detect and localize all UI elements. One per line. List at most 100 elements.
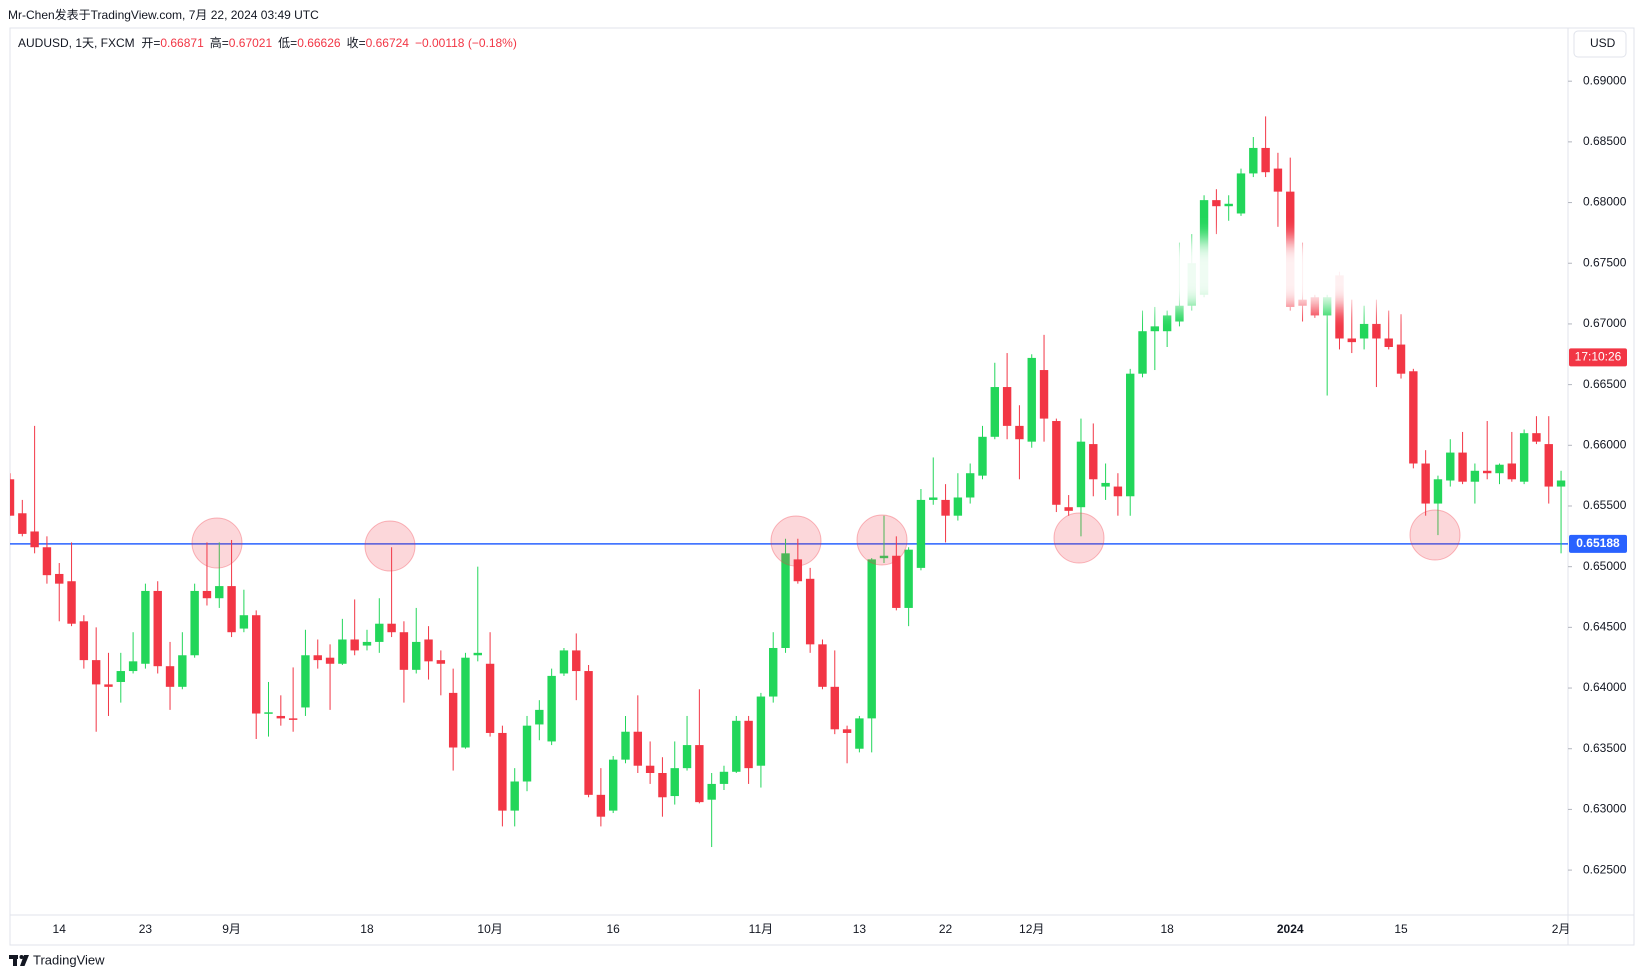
candle-body <box>1446 452 1455 481</box>
candle-body <box>1433 479 1443 504</box>
candle-body <box>1175 305 1184 322</box>
currency-box[interactable] <box>1573 30 1627 58</box>
hline-price-label: 0.65188 <box>1576 536 1620 550</box>
legend-val: −0.00118 (−0.18%) <box>414 36 517 50</box>
candle-body <box>1396 344 1406 374</box>
x-tick-label: 18 <box>1160 922 1174 936</box>
candles <box>10 116 1566 848</box>
x-tick-label: 11月 <box>749 922 773 936</box>
legend-val: 0.66724 <box>365 36 409 50</box>
candle-body <box>288 718 298 720</box>
candle-body <box>313 655 322 661</box>
candle-body <box>1384 338 1393 347</box>
ohlc-legend: 开=0.66871 高=0.67021 低=0.66626 收=0.66724 −0.0… <box>141 36 522 50</box>
y-tick-label: 0.65000 <box>1583 559 1627 573</box>
candle-body <box>165 666 175 687</box>
candle-body <box>1421 463 1430 504</box>
candle-body <box>781 553 790 648</box>
candle-body <box>128 661 138 672</box>
x-tick-label: 12月 <box>1019 922 1044 936</box>
candle-body <box>338 639 347 664</box>
candle-body <box>929 497 938 500</box>
candle-body <box>461 657 470 748</box>
x-tick-label: 22 <box>939 922 953 936</box>
candle-body <box>621 731 630 760</box>
x-tick-label: 18 <box>360 922 374 936</box>
candle-body <box>1224 203 1233 207</box>
candle-body <box>916 499 926 568</box>
countdown-box <box>1569 348 1627 367</box>
candle-body <box>485 663 495 733</box>
candle-body <box>215 586 224 599</box>
candle-body <box>892 555 901 608</box>
candle-body <box>424 639 433 662</box>
candle-body <box>239 615 249 629</box>
candle-body <box>1076 441 1086 508</box>
candle-body <box>1236 173 1246 214</box>
candle-body <box>264 712 273 714</box>
candle-body <box>276 715 286 719</box>
candle-body <box>965 473 975 498</box>
candle-body <box>842 729 852 733</box>
candle-body <box>1532 433 1541 442</box>
candle-body <box>1556 480 1566 487</box>
candle-body <box>1249 147 1258 174</box>
candle-body <box>1261 147 1270 173</box>
candle-body <box>732 720 741 772</box>
y-tick-label: 0.65500 <box>1583 498 1627 512</box>
plot-area <box>10 116 1568 848</box>
candle-body <box>793 559 803 582</box>
y-tick-label: 0.69000 <box>1583 73 1627 87</box>
candle-body <box>116 671 125 682</box>
candle-body <box>1089 444 1098 480</box>
attribution: Mr-Chen发表于TradingView.com, 7月 22, 2024 0… <box>8 8 319 22</box>
axes: 0.62500 0.63000 0.63500 0.64000 0.64500 0.650… <box>53 73 1627 936</box>
candle-body <box>769 647 778 697</box>
candle-body <box>227 586 236 633</box>
candle-body <box>1052 421 1061 505</box>
candle-body <box>990 387 999 437</box>
candle-body <box>375 623 384 642</box>
candle-body <box>1015 425 1024 440</box>
legend-key: 低= <box>278 36 298 50</box>
symbol: AUDUSD, 1天, FXCM <box>18 36 135 50</box>
candle-body <box>91 660 101 685</box>
y-tick-label: 0.68500 <box>1583 134 1627 148</box>
candle-body <box>978 436 987 476</box>
candle-body <box>1138 331 1147 374</box>
candle-body <box>325 657 335 664</box>
highlight-circle <box>191 517 243 569</box>
y-tick-label: 0.66000 <box>1583 437 1627 451</box>
x-tick-label: 9月 <box>222 922 241 936</box>
candle-body <box>1359 323 1369 339</box>
x-tick-label: 23 <box>139 922 153 936</box>
candle-body <box>596 794 606 817</box>
candle-body <box>1507 463 1517 480</box>
candle-body <box>584 671 593 795</box>
candle-body <box>904 549 913 608</box>
currency: USD <box>1590 36 1616 50</box>
candle-body <box>178 655 187 687</box>
candle-body <box>1347 338 1356 343</box>
frame <box>9 27 1635 946</box>
y-tick-label: 0.66500 <box>1583 377 1627 391</box>
x-tick-label: 14 <box>53 922 67 936</box>
candle-body <box>412 641 421 670</box>
candle-body <box>252 615 261 714</box>
y-tick-label: 0.63000 <box>1583 802 1627 816</box>
hline-price-box <box>1569 534 1627 553</box>
candle-body <box>805 578 815 645</box>
candle-body <box>1544 444 1553 487</box>
candle-body <box>399 632 409 670</box>
legend: AUDUSD, 1天, FXCM 开=0.66871 高=0.67021 低=0.6… <box>18 34 523 51</box>
candle-body <box>1519 433 1529 482</box>
candle-body <box>387 623 396 633</box>
footer-brand: TradingView <box>33 952 105 967</box>
candle-body <box>572 650 581 672</box>
candle-body <box>879 555 889 559</box>
candle-body <box>1495 464 1504 474</box>
candle-body <box>153 590 162 667</box>
legend-key: 收= <box>346 36 366 50</box>
